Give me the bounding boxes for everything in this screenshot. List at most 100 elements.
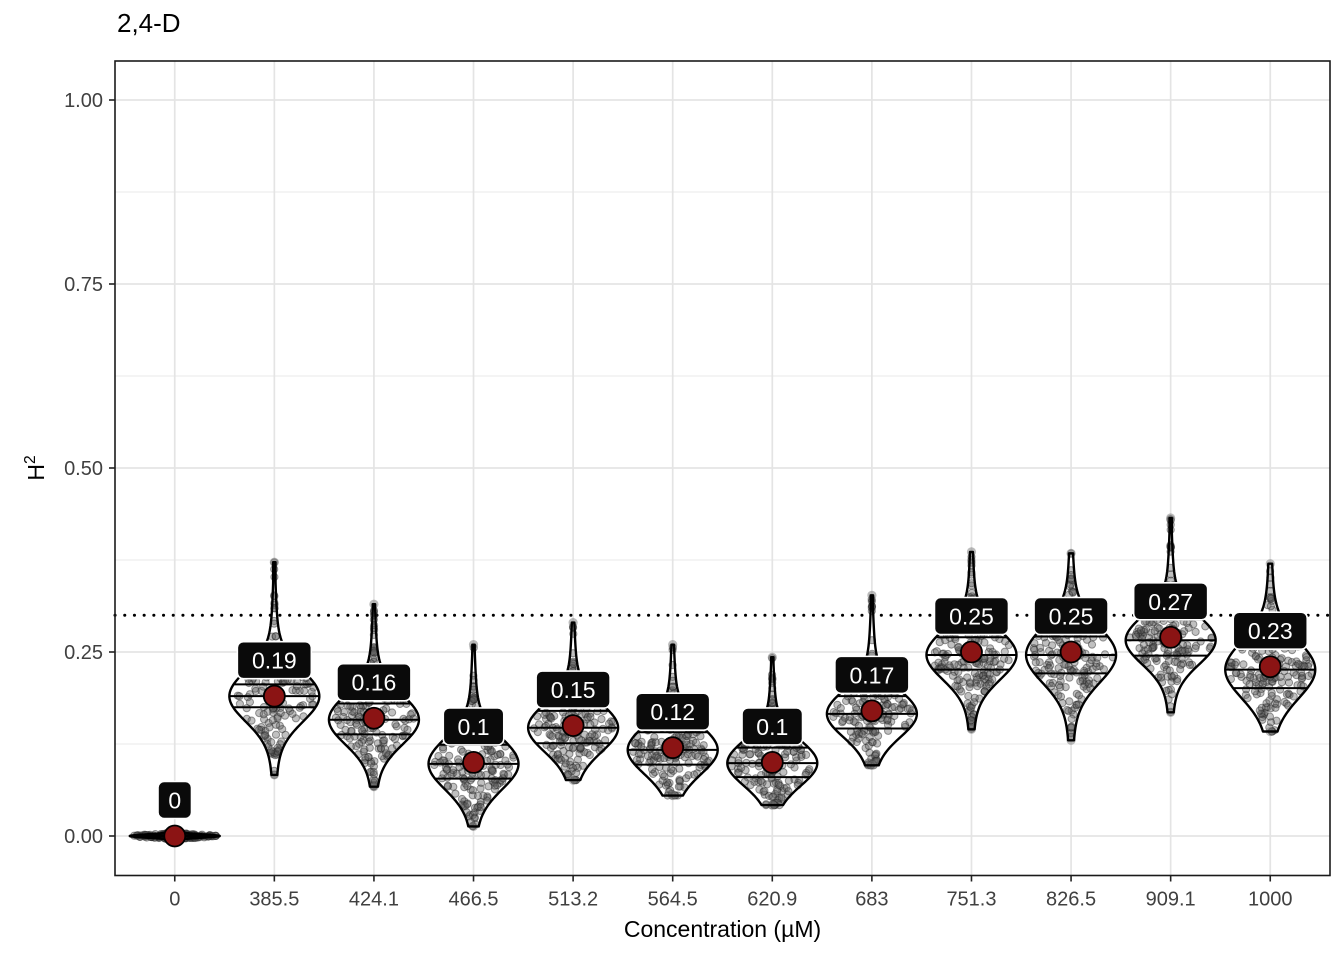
jitter-point (271, 749, 280, 758)
jitter-point (881, 701, 891, 710)
jitter-point (802, 750, 811, 760)
jitter-point (631, 739, 640, 748)
x-tick-label: 826.5 (1046, 889, 1096, 911)
jitter-points (430, 640, 518, 832)
jitter-point (1246, 670, 1255, 679)
mean-point (1059, 640, 1083, 664)
jitter-point (851, 718, 860, 727)
jitter-point (366, 759, 376, 768)
jitter-point (1256, 688, 1265, 698)
value-label-text: 0.27 (1148, 589, 1193, 615)
jitter-point (634, 739, 643, 748)
jitter-point (691, 750, 700, 760)
value-label-text: 0.25 (949, 604, 994, 630)
jitter-point (247, 716, 256, 725)
jitter-point (370, 757, 379, 766)
jitter-point (583, 713, 592, 722)
jitter-point (1048, 678, 1058, 688)
jitter-point (1084, 679, 1093, 689)
jitter-point (1055, 681, 1064, 690)
jitter-point (457, 745, 466, 754)
jitter-point (367, 767, 376, 776)
jitter-point (1164, 685, 1173, 695)
jitter-point (1046, 661, 1055, 670)
jitter-point (675, 777, 685, 786)
jitter-point (768, 699, 777, 708)
jitter-point (434, 752, 443, 761)
jitter-point (483, 746, 492, 755)
mean-point (462, 751, 485, 774)
jitter-point (482, 770, 491, 780)
jitter-point (660, 772, 669, 781)
jitter-point (553, 751, 562, 760)
jitter-point (970, 693, 979, 702)
jitter-point (408, 709, 417, 718)
jitter-point (1249, 673, 1258, 683)
jitter-point (849, 733, 858, 742)
jitter-point (267, 746, 276, 755)
jitter-point (686, 739, 695, 749)
jitter-point (291, 686, 300, 695)
jitter-point (1029, 644, 1038, 653)
jitter-point (896, 704, 906, 713)
jitter-point (545, 711, 554, 720)
jitter-point (1056, 677, 1065, 686)
jitter-point (597, 715, 606, 724)
jitter-point (288, 709, 297, 719)
jitter-point (1189, 620, 1198, 629)
jitter-point (458, 768, 467, 777)
jitter-point (559, 746, 568, 756)
jitter-point (1031, 658, 1040, 667)
jitter-point (978, 672, 987, 681)
jitter-point (868, 738, 877, 747)
jitter-point (955, 675, 964, 684)
jitter-point (684, 759, 693, 768)
jitter-point (270, 751, 280, 760)
jitter-point (493, 750, 502, 760)
jitter-point (1139, 625, 1149, 634)
jitter-point (585, 732, 594, 741)
jitter-point (553, 755, 563, 764)
jitter-point (276, 709, 285, 718)
jitter-point (391, 720, 400, 729)
jitter-point (1054, 691, 1063, 700)
jitter-point (890, 702, 899, 712)
jitter-point (764, 791, 774, 801)
jitter-point (490, 781, 499, 790)
jitter-point (379, 739, 388, 748)
jitter-point (1134, 629, 1143, 638)
jitter-point (954, 660, 963, 670)
jitter-point (1272, 695, 1282, 704)
jitter-point (900, 720, 910, 729)
jitter-point (658, 776, 667, 785)
value-label-text: 0.1 (458, 714, 490, 740)
jitter-point (360, 724, 369, 733)
jitter-point (1030, 645, 1039, 655)
jitter-point (278, 725, 287, 734)
jitter-point (1196, 637, 1205, 646)
jitter-point (650, 733, 659, 742)
jitter-point (951, 681, 960, 691)
jitter-point (1143, 658, 1152, 668)
jitter-point (643, 752, 653, 761)
jitter-point (755, 785, 764, 794)
jitter-point (984, 679, 994, 689)
jitter-point (1074, 691, 1084, 700)
jitter-point (554, 731, 563, 740)
jitter-point (1056, 692, 1066, 701)
jitter-point (572, 768, 581, 777)
jitter-point (590, 718, 599, 727)
jitter-point (1070, 703, 1080, 713)
jitter-point (388, 744, 397, 753)
jitter-point (479, 791, 488, 801)
jitter-point (754, 748, 763, 757)
jitter-point (295, 686, 304, 696)
jitter-point (469, 695, 478, 704)
jitter-point (980, 678, 990, 687)
jitter-point (1056, 638, 1065, 647)
jitter-point (486, 747, 495, 756)
jitter-point (1251, 652, 1260, 661)
jitter-point (1149, 642, 1158, 652)
jitter-point (934, 658, 943, 667)
jitter-point (1258, 713, 1267, 722)
